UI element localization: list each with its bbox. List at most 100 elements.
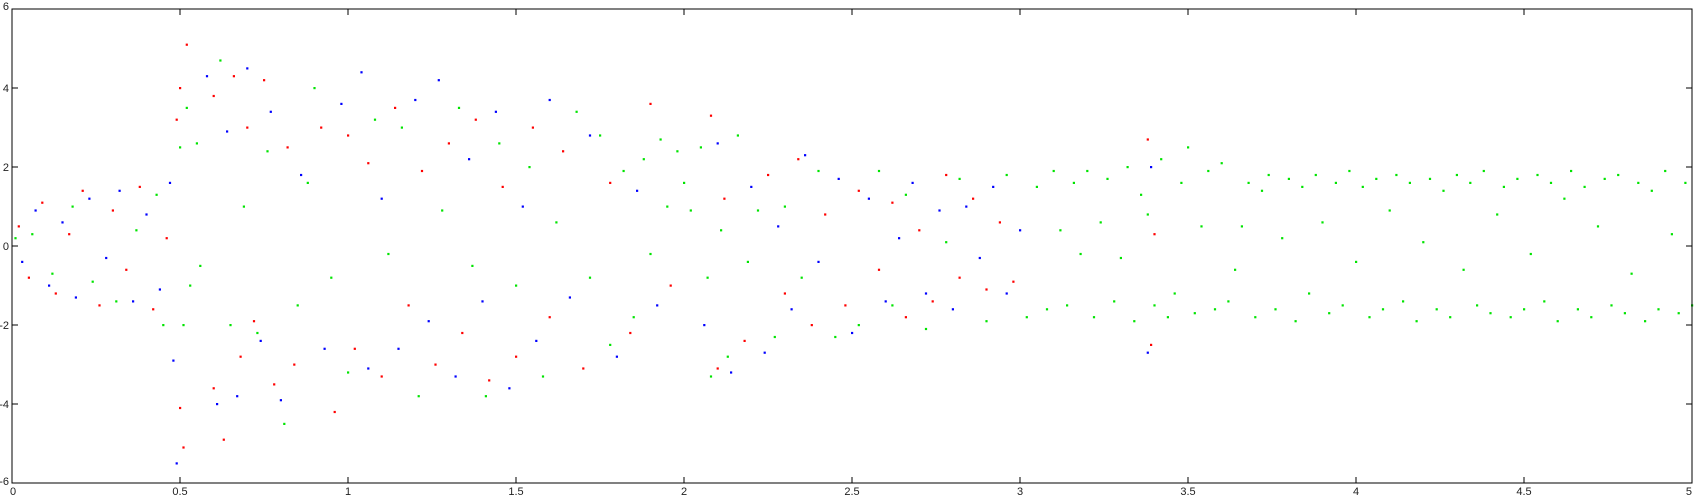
- data-point: [743, 339, 746, 342]
- data-point: [1146, 138, 1149, 141]
- data-point: [985, 288, 988, 291]
- data-point: [323, 347, 326, 350]
- data-point: [877, 268, 881, 271]
- data-point: [548, 316, 551, 319]
- data-point: [1469, 181, 1472, 184]
- data-point: [283, 422, 286, 425]
- data-point: [51, 272, 54, 275]
- data-point: [179, 87, 182, 90]
- x-tick-label: 4: [1353, 486, 1359, 498]
- data-point: [1166, 316, 1169, 319]
- data-point: [1395, 173, 1398, 177]
- data-point: [1260, 189, 1264, 192]
- data-point: [1106, 177, 1109, 180]
- data-point: [172, 359, 175, 362]
- data-point: [867, 197, 870, 200]
- data-point: [1059, 229, 1062, 232]
- x-tick-label: 0: [10, 486, 16, 498]
- data-point: [189, 284, 192, 287]
- data-point: [978, 256, 981, 260]
- data-point: [1328, 312, 1331, 315]
- data-point: [1355, 260, 1358, 263]
- data-point: [125, 268, 128, 271]
- data-point: [945, 241, 948, 244]
- data-point: [1146, 213, 1149, 216]
- data-point: [1583, 185, 1586, 188]
- data-point: [1025, 316, 1028, 319]
- data-point: [1549, 181, 1553, 184]
- data-point: [1657, 308, 1660, 311]
- data-point: [1126, 166, 1129, 169]
- data-point: [320, 126, 323, 129]
- data-point: [824, 213, 827, 216]
- data-point: [659, 138, 662, 141]
- data-point: [165, 237, 168, 240]
- data-point: [420, 169, 424, 173]
- data-point: [263, 79, 266, 82]
- data-point: [41, 201, 44, 204]
- data-point: [21, 260, 24, 263]
- data-point: [1267, 173, 1270, 177]
- data-point: [965, 205, 968, 208]
- data-point: [877, 169, 881, 173]
- data-point: [1455, 173, 1458, 177]
- y-tick-label: -2: [0, 320, 9, 332]
- data-point: [1408, 181, 1411, 184]
- data-point: [851, 331, 854, 335]
- data-point: [810, 324, 813, 327]
- data-point: [182, 324, 185, 327]
- data-point: [669, 284, 672, 287]
- data-point: [1603, 177, 1606, 180]
- data-point: [582, 367, 585, 370]
- data-point: [501, 185, 504, 188]
- data-point: [541, 375, 545, 378]
- data-point: [1052, 169, 1055, 173]
- data-point: [1435, 308, 1438, 311]
- data-point: [1449, 316, 1452, 319]
- data-point: [904, 193, 907, 196]
- data-point: [397, 347, 400, 350]
- data-point: [783, 205, 786, 208]
- data-point: [924, 292, 928, 295]
- data-point: [242, 205, 245, 208]
- data-point: [68, 233, 71, 236]
- data-point: [1650, 189, 1653, 192]
- data-point: [212, 387, 215, 390]
- data-point: [91, 280, 94, 283]
- data-point: [1677, 312, 1680, 315]
- data-point: [716, 142, 719, 145]
- data-point: [441, 209, 444, 212]
- data-point: [1301, 185, 1304, 188]
- data-point: [911, 181, 914, 184]
- data-point: [1428, 177, 1432, 180]
- data-point: [340, 102, 343, 105]
- x-tick-label: 4.5: [1516, 486, 1531, 498]
- data-point: [1321, 221, 1324, 224]
- data-point: [185, 106, 188, 109]
- data-point: [1556, 320, 1559, 323]
- data-point: [1287, 177, 1290, 180]
- data-point: [666, 205, 669, 208]
- data-point: [61, 221, 64, 224]
- data-point: [1402, 300, 1405, 303]
- data-point: [804, 154, 807, 157]
- data-point: [1140, 193, 1143, 196]
- data-point: [1543, 300, 1546, 303]
- data-point: [891, 201, 894, 204]
- data-point: [353, 347, 356, 350]
- data-point: [1375, 177, 1378, 180]
- data-point: [293, 363, 296, 366]
- data-point: [837, 177, 840, 180]
- data-point: [689, 209, 692, 212]
- data-point: [1637, 181, 1640, 184]
- data-point: [515, 355, 518, 358]
- data-point: [347, 371, 350, 374]
- data-point: [205, 75, 209, 78]
- data-point: [246, 67, 249, 70]
- data-point: [1207, 169, 1210, 173]
- data-point: [985, 320, 988, 323]
- data-point: [1381, 308, 1385, 311]
- data-point: [736, 134, 739, 137]
- data-point: [155, 193, 158, 196]
- data-point: [1294, 320, 1297, 323]
